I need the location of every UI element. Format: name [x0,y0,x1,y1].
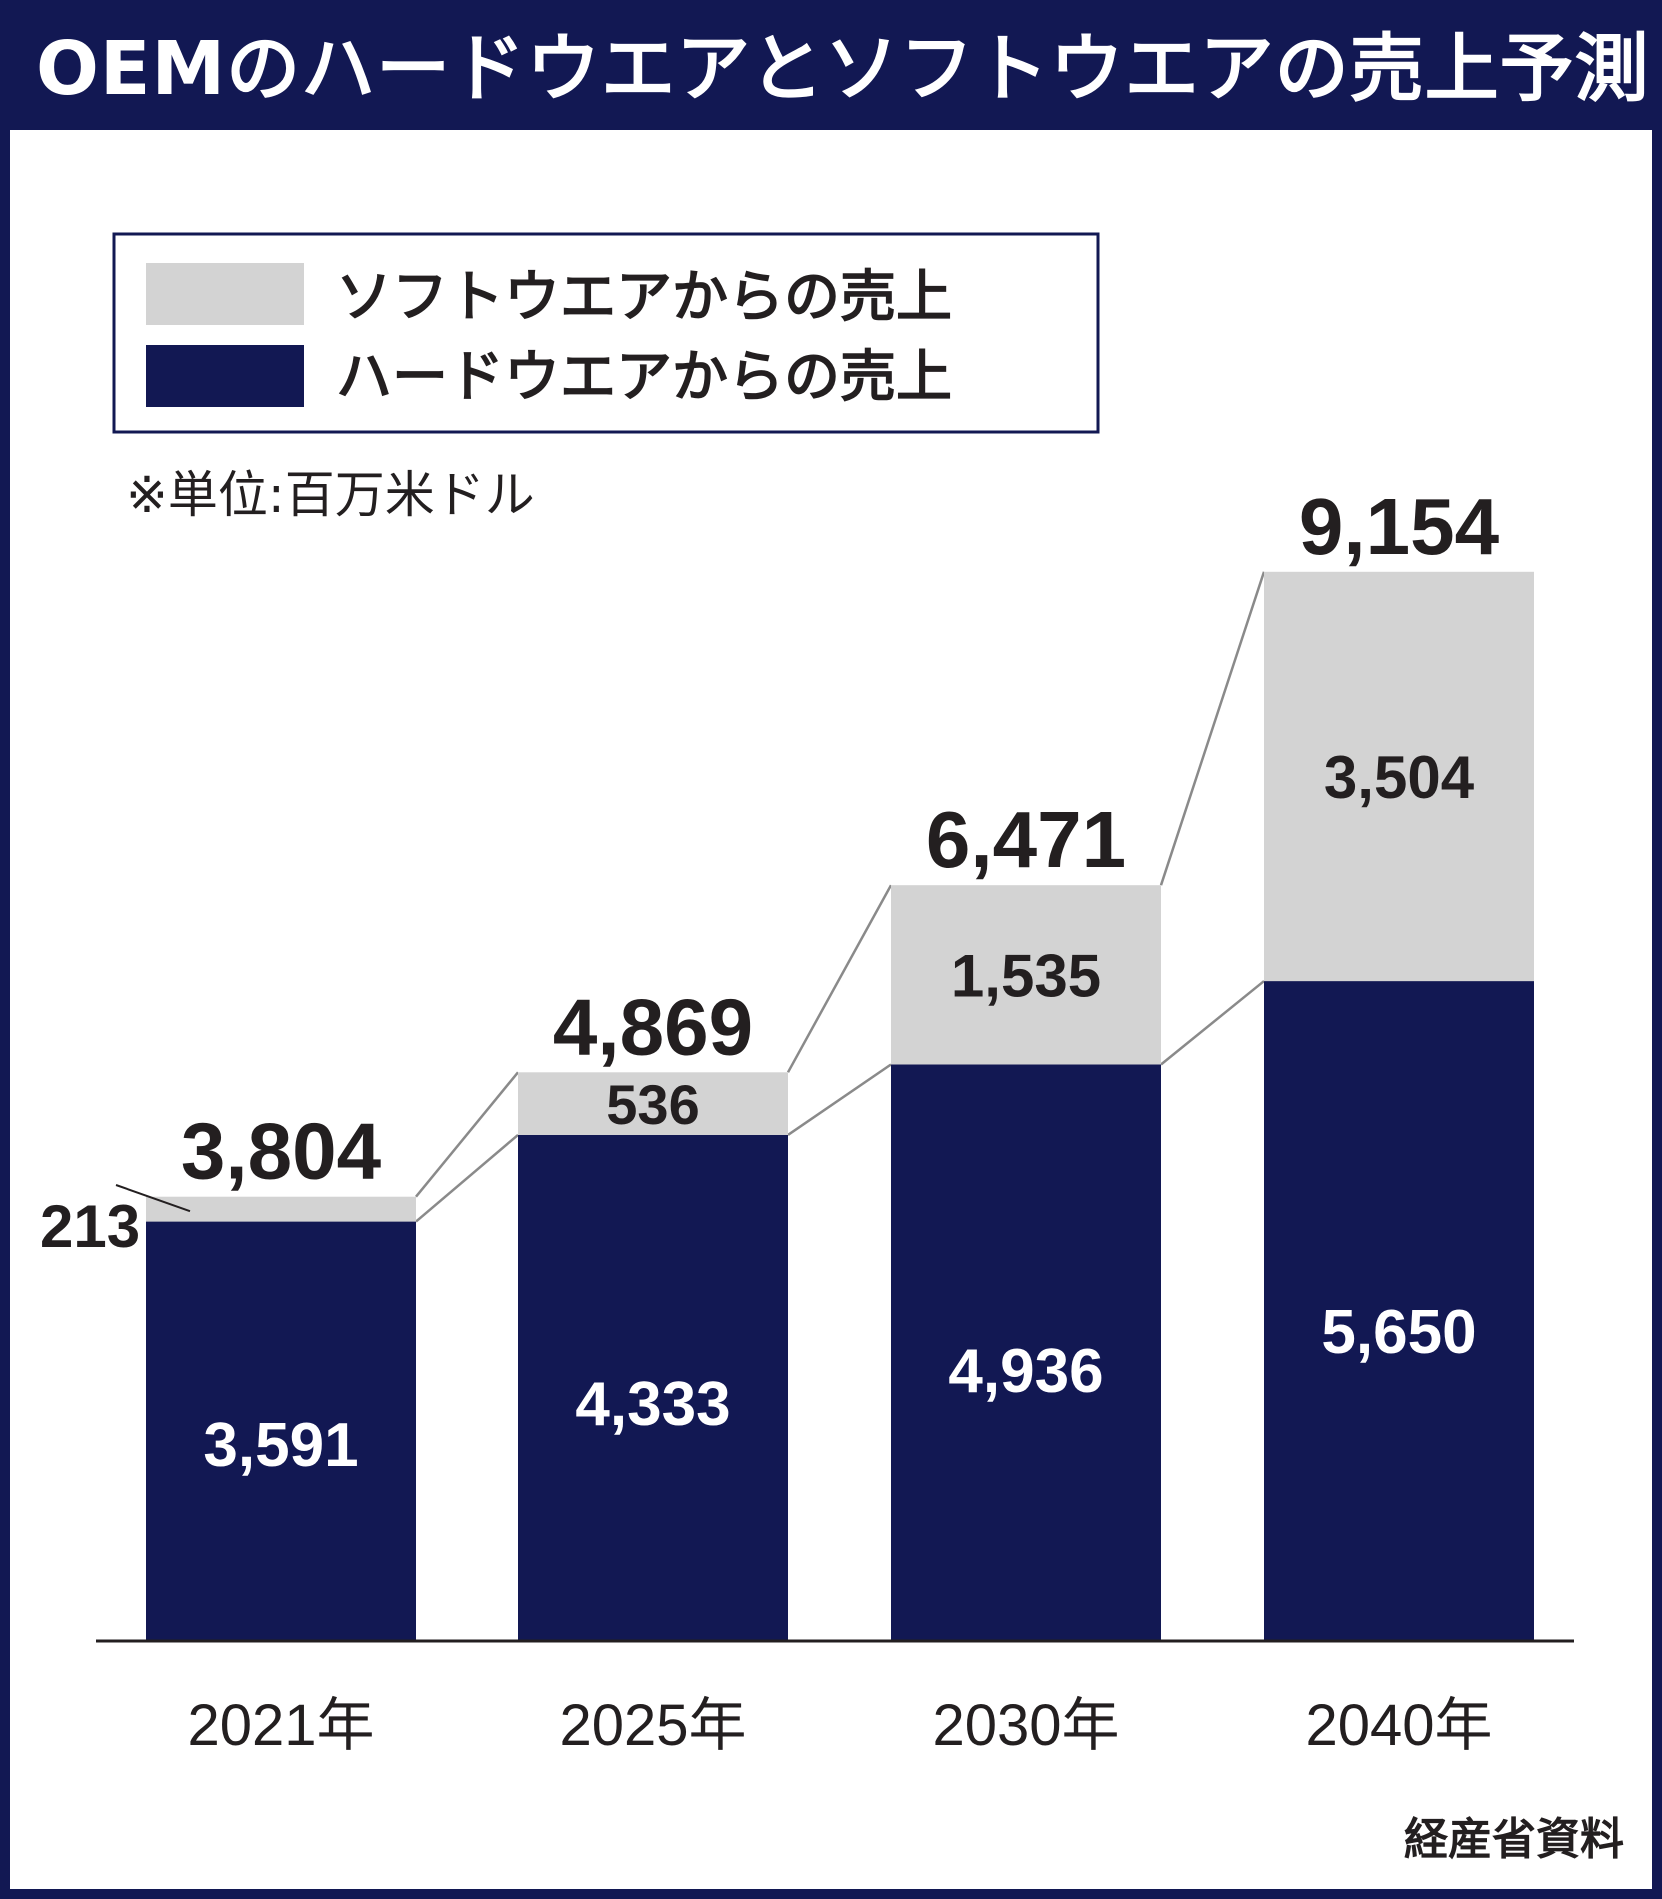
total-label: 3,804 [181,1107,382,1196]
connector-line-total [786,884,893,1073]
bar-software [891,885,1161,1065]
x-tick-label: 2040年 [1305,1693,1492,1758]
chart-plot: ソフトウエアからの売上 ハードウエアからの売上 ※単位:百万米ドル 3,591 2… [40,232,1574,1758]
legend-box [112,232,1100,434]
total-label: 9,154 [1299,482,1500,571]
value-label-software: 1,535 [951,942,1101,1009]
connector-lines [415,571,1266,1223]
bar-hardware [146,1221,416,1641]
legend: ソフトウエアからの売上 ハードウエアからの売上 [112,232,1100,434]
legend-swatch-software [146,263,304,325]
legend-swatch-hardware [146,345,304,407]
connector-line-hardware [787,1063,892,1136]
source-note: 経産省資料 [1404,1814,1624,1865]
total-label: 6,471 [926,795,1126,884]
bars [146,571,1534,1641]
x-axis-labels: 2021年 2025年 2030年 2040年 [187,1693,1492,1758]
unit-note: ※単位:百万米ドル [126,466,535,524]
bar-hardware [518,1134,788,1641]
value-label-hardware: 4,333 [575,1370,730,1439]
total-label: 4,869 [553,982,753,1071]
value-label-hardware: 4,936 [948,1337,1103,1406]
bar-software [518,1072,788,1135]
value-label-hardware: 5,650 [1321,1298,1476,1367]
legend-label-software: ソフトウエアからの売上 [336,265,952,330]
legend-label-hardware: ハードウエアからの売上 [336,345,952,410]
connector-line-total [415,1071,519,1198]
bar-hardware [891,1064,1161,1641]
bar-software [1264,571,1534,982]
bar-software [146,1196,416,1222]
title-bar: OEMのハードウエアとソフトウエアの売上予測 [10,10,1662,130]
value-label-hardware: 3,591 [203,1411,358,1480]
connector-line-total [1159,571,1266,886]
value-label-software: 536 [606,1073,699,1136]
x-tick-label: 2025年 [559,1693,746,1758]
connector-line-hardware [1160,980,1265,1066]
value-label-software: 213 [40,1193,140,1260]
value-label-software: 3,504 [1324,744,1475,811]
bar-hardware [1264,981,1534,1641]
leader-line [115,1184,191,1213]
x-tick-label: 2021年 [187,1693,374,1758]
x-tick-label: 2030年 [932,1693,1119,1758]
connector-line-hardware [415,1133,519,1223]
chart-title: OEMのハードウエアとソフトウエアの売上予測 [36,26,1650,112]
